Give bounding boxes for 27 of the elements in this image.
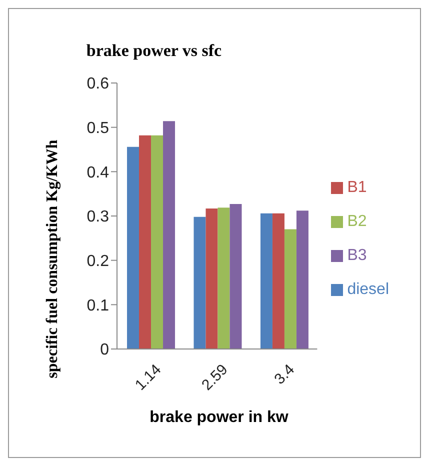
bar bbox=[218, 208, 230, 349]
bar bbox=[139, 135, 152, 349]
chart-title: brake power vs sfc bbox=[85, 41, 223, 61]
y-tick-label: 0.4 bbox=[86, 164, 110, 182]
bar bbox=[260, 213, 272, 349]
y-axis-title: specific fuel consumption Kg/KWh bbox=[44, 140, 62, 378]
y-tick-label: 0.6 bbox=[86, 76, 110, 93]
bar bbox=[127, 146, 140, 349]
y-tick-label: 0.2 bbox=[86, 253, 110, 270]
bar bbox=[194, 216, 206, 349]
y-tick-label: 0.3 bbox=[86, 208, 110, 226]
y-tick-label: 0.5 bbox=[86, 120, 110, 138]
x-tick-label: 3.4 bbox=[271, 361, 298, 388]
bar bbox=[272, 213, 284, 349]
bar bbox=[296, 210, 308, 349]
bar bbox=[206, 208, 218, 349]
legend-label: B3 bbox=[347, 247, 367, 264]
legend-label: B1 bbox=[347, 179, 367, 196]
legend-label: B2 bbox=[347, 213, 367, 230]
y-tick-label: 0.1 bbox=[86, 297, 110, 314]
y-tick-label: 0 bbox=[100, 342, 110, 359]
bar bbox=[230, 204, 242, 349]
bar bbox=[151, 135, 164, 349]
legend-label: diesel bbox=[347, 281, 389, 298]
bar bbox=[163, 121, 176, 349]
bar bbox=[284, 229, 296, 349]
x-axis-title: brake power in kw bbox=[148, 409, 290, 427]
